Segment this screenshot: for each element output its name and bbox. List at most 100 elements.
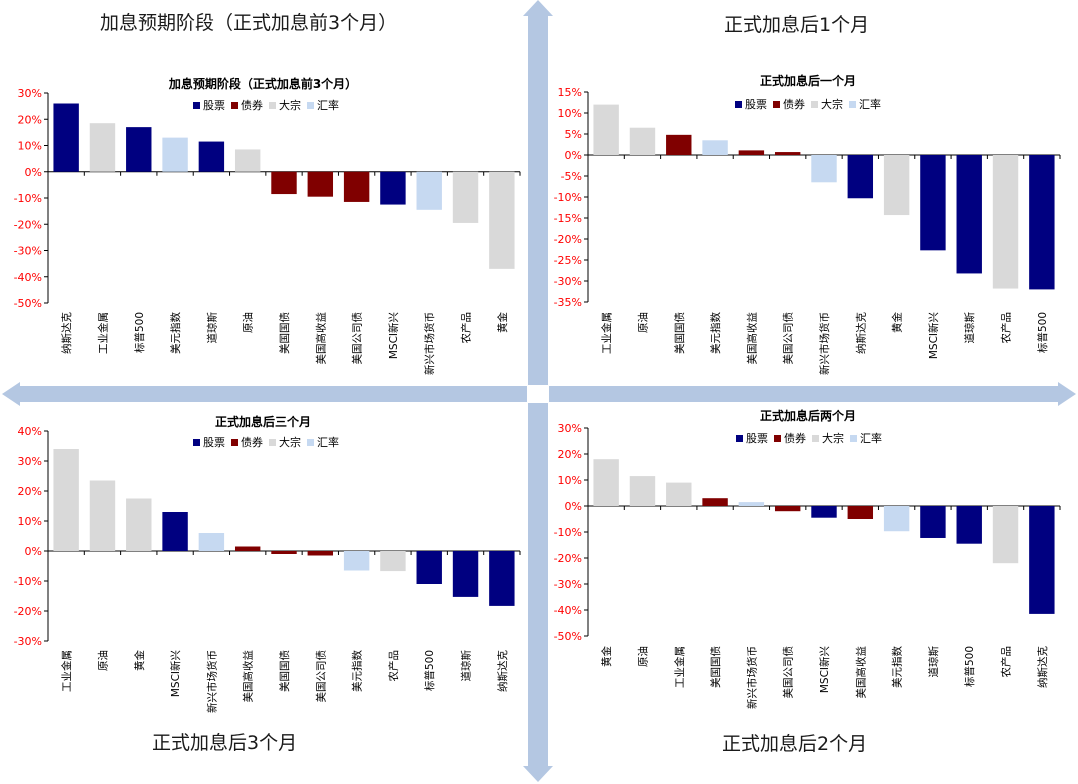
bar-美国高收益 bbox=[234, 546, 261, 551]
category-label: 黄金 bbox=[600, 646, 613, 667]
category-label: 原油 bbox=[636, 312, 649, 333]
bar-美国公司债 bbox=[307, 551, 334, 556]
bar-新兴市场货币 bbox=[198, 533, 225, 551]
y-tick-label: 0% bbox=[565, 500, 582, 513]
bar-农产品 bbox=[452, 171, 479, 223]
category-label: 道琼斯 bbox=[927, 646, 940, 678]
y-tick-label: -40% bbox=[554, 604, 582, 617]
bar-美国国债 bbox=[271, 171, 297, 195]
y-tick-label: 5% bbox=[565, 128, 582, 141]
bar-原油 bbox=[629, 127, 656, 155]
category-label: 纳斯达克 bbox=[854, 312, 867, 354]
bar-美国高收益 bbox=[738, 150, 765, 155]
y-tick-label: -10% bbox=[554, 191, 582, 204]
category-label: 美国公司债 bbox=[314, 650, 327, 703]
legend-label-bond: 债券 bbox=[241, 98, 263, 112]
category-label: 美国公司债 bbox=[782, 646, 795, 699]
category-label: MSCI新兴 bbox=[387, 312, 400, 359]
bar-道琼斯 bbox=[956, 155, 982, 274]
legend-label-stock: 股票 bbox=[745, 98, 767, 111]
bar-标普500 bbox=[126, 127, 152, 172]
category-label: MSCI新兴 bbox=[169, 650, 182, 697]
category-label: 纳斯达克 bbox=[60, 312, 73, 354]
bar-黄金 bbox=[489, 171, 515, 269]
vertical-arrow-up-head bbox=[523, 0, 553, 16]
bar-美国高收益 bbox=[307, 171, 334, 197]
y-tick-label: 0% bbox=[25, 545, 42, 558]
quadrant-title-bottom-right: 正式加息后2个月 bbox=[722, 733, 868, 755]
bar-新兴市场货币 bbox=[738, 502, 765, 506]
legend-label-bond: 债券 bbox=[784, 431, 806, 445]
y-tick-label: 10% bbox=[558, 474, 582, 487]
legend-label-commodity: 大宗 bbox=[821, 97, 843, 111]
category-label: 黄金 bbox=[496, 312, 509, 333]
y-tick-label: 20% bbox=[18, 485, 42, 498]
bar-MSCI新兴 bbox=[380, 171, 406, 205]
bar-原油 bbox=[234, 149, 261, 172]
category-label: 农产品 bbox=[1000, 312, 1013, 344]
legend-swatch-fx bbox=[307, 102, 314, 109]
chart-title: 正式加息后三个月 bbox=[215, 414, 311, 429]
legend-label-stock: 股票 bbox=[746, 432, 768, 445]
legend-swatch-stock bbox=[736, 435, 743, 442]
y-tick-label: 20% bbox=[558, 448, 582, 461]
bar-新兴市场货币 bbox=[811, 155, 837, 183]
category-label: 美国国债 bbox=[673, 312, 686, 354]
legend-label-fx: 汇率 bbox=[860, 431, 882, 445]
bar-工业金属 bbox=[666, 482, 692, 506]
bar-道琼斯 bbox=[920, 506, 946, 538]
category-label: 标普500 bbox=[1036, 312, 1049, 353]
legend-swatch-bond bbox=[231, 102, 238, 109]
bar-美国国债 bbox=[271, 551, 297, 554]
legend-swatch-fx bbox=[307, 439, 314, 446]
category-label: 新兴市场货币 bbox=[423, 312, 436, 375]
bar-美国公司债 bbox=[774, 152, 801, 155]
bar-原油 bbox=[629, 476, 656, 506]
y-tick-label: -15% bbox=[554, 212, 582, 225]
y-tick-label: -30% bbox=[554, 275, 582, 288]
legend-swatch-bond bbox=[774, 435, 781, 442]
bar-纳斯达克 bbox=[489, 551, 515, 606]
quadrant-title-bottom-left: 正式加息后3个月 bbox=[152, 732, 298, 754]
category-label: 新兴市场货币 bbox=[818, 312, 831, 375]
y-tick-label: -30% bbox=[554, 578, 582, 591]
category-label: 美国高收益 bbox=[242, 650, 255, 703]
bar-农产品 bbox=[992, 155, 1019, 289]
bar-美国高收益 bbox=[847, 506, 874, 519]
legend-label-commodity: 大宗 bbox=[279, 435, 301, 449]
y-tick-label: -10% bbox=[14, 575, 42, 588]
bar-标普500 bbox=[1029, 155, 1055, 290]
category-label: 新兴市场货币 bbox=[205, 650, 218, 713]
bar-美国国债 bbox=[666, 134, 692, 155]
legend-label-bond: 债券 bbox=[783, 97, 805, 111]
chart-pre-hike-3-months: 加息预期阶段（正式加息前3个月） 股票 债券 大宗 汇率 30% 20% 10% 0% -10% -… bbox=[14, 76, 521, 375]
category-label: 工业金属 bbox=[673, 646, 686, 688]
y-tick-label: 10% bbox=[18, 515, 42, 528]
chart-legend: 股票 债券 大宗 汇率 bbox=[193, 435, 339, 449]
bar-MSCI新兴 bbox=[811, 506, 837, 518]
y-tick-label: -30% bbox=[14, 635, 42, 648]
legend-label-stock: 股票 bbox=[203, 436, 225, 449]
chart-legend: 股票 债券 大宗 汇率 bbox=[736, 431, 882, 445]
legend-swatch-stock bbox=[193, 439, 200, 446]
legend-swatch-fx bbox=[849, 101, 856, 108]
legend-swatch-bond bbox=[231, 439, 238, 446]
category-label: 美国高收益 bbox=[314, 312, 327, 365]
category-label: 农产品 bbox=[460, 312, 473, 344]
legend-label-fx: 汇率 bbox=[317, 435, 339, 449]
bar-工业金属 bbox=[89, 123, 116, 172]
bar-美国公司债 bbox=[774, 506, 801, 512]
category-label: 美国高收益 bbox=[745, 312, 758, 365]
category-label: 原油 bbox=[636, 646, 649, 667]
y-tick-label: -20% bbox=[554, 552, 582, 565]
category-label: 农产品 bbox=[1000, 646, 1013, 678]
bar-工业金属 bbox=[593, 104, 619, 155]
chart-legend: 股票 债券 大宗 汇率 bbox=[193, 98, 339, 112]
category-label: 标普500 bbox=[133, 312, 146, 353]
y-tick-label: 10% bbox=[18, 140, 42, 153]
category-label: 美国国债 bbox=[709, 646, 722, 688]
bar-美元指数 bbox=[883, 506, 910, 532]
y-tick-label: 30% bbox=[558, 422, 582, 435]
category-label: 美元指数 bbox=[709, 312, 722, 354]
